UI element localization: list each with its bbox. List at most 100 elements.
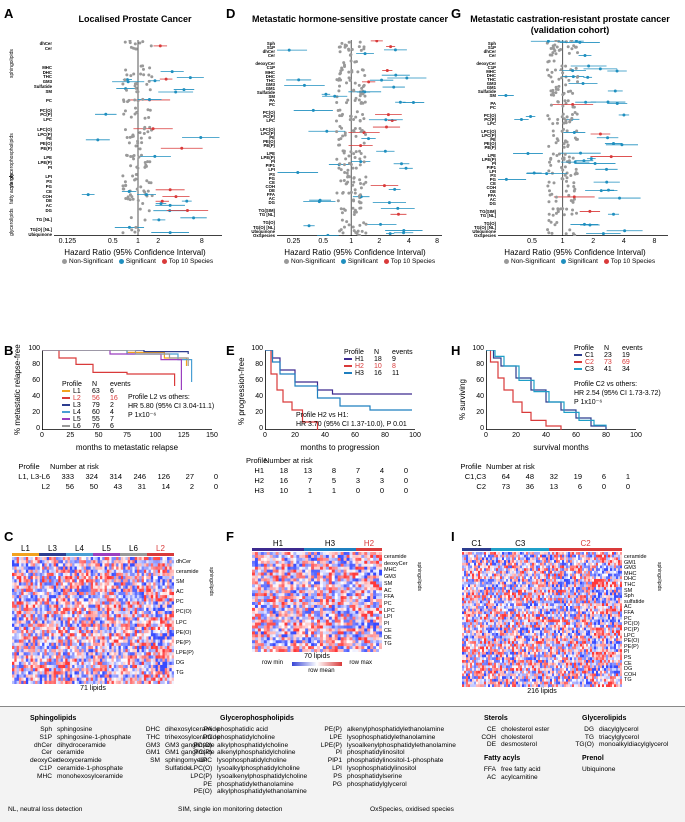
heatmap-cell <box>105 655 108 658</box>
heatmap-cell <box>314 608 317 611</box>
heatmap-cell <box>172 614 174 617</box>
heatmap-cell <box>135 579 138 582</box>
heatmap-cell <box>61 617 64 620</box>
heatmap-cell <box>77 624 80 627</box>
hr-point <box>128 226 131 229</box>
legend-nonsig: Non-Significant <box>69 258 113 265</box>
heatmap-cell <box>308 558 311 561</box>
heatmap-cell <box>98 589 101 592</box>
heatmap-cell <box>267 576 270 579</box>
hr-point <box>343 179 346 182</box>
heatmap-cell <box>84 621 87 624</box>
heatmap-cell <box>172 589 174 592</box>
heatmap-cell <box>68 557 71 560</box>
heatmap-cell <box>79 595 82 598</box>
heatmap-cell <box>100 570 103 573</box>
heatmap-cell <box>162 646 165 649</box>
hr-point <box>137 156 140 159</box>
hr-point <box>326 234 329 236</box>
heatmap-cell <box>347 581 350 584</box>
heatmap-cell <box>167 633 170 636</box>
heatmap-cell <box>158 636 161 639</box>
heatmap-cell <box>19 633 22 636</box>
heatmap-cell <box>335 593 338 596</box>
heatmap-cell <box>98 573 101 576</box>
heatmap-cell <box>74 630 77 633</box>
heatmap-cell <box>44 579 47 582</box>
heatmap-cell <box>352 596 355 599</box>
heatmap-cell <box>299 564 302 567</box>
heatmap-cell <box>118 586 121 589</box>
heatmap-cell <box>261 602 264 605</box>
profile-n: 79 <box>92 402 110 409</box>
heatmap-cell <box>88 608 91 611</box>
heatmap-cell <box>79 678 82 681</box>
heatmap-cell <box>118 662 121 665</box>
heatmap-cell <box>153 678 156 681</box>
heatmap-cell <box>65 605 68 608</box>
heatmap-cell <box>255 608 258 611</box>
heatmap-cell <box>114 563 117 566</box>
heatmap-cell <box>158 570 161 573</box>
heatmap-cell <box>142 570 145 573</box>
heatmap-cell <box>367 581 370 584</box>
heatmap-cell <box>155 560 158 563</box>
heatmap-cell <box>282 558 285 561</box>
heatmap-cell <box>86 652 89 655</box>
heatmap-cell <box>373 611 376 614</box>
heatmap-cell <box>68 573 71 576</box>
heatmap-cell <box>341 573 344 576</box>
hr-point <box>171 70 174 73</box>
hr-point <box>135 173 138 176</box>
hr-point <box>148 66 151 69</box>
heatmap-cell <box>95 573 98 576</box>
hr-point <box>362 117 365 120</box>
hr-point <box>360 130 363 133</box>
heatmap-cell <box>267 561 270 564</box>
heatmap-cell <box>56 598 59 601</box>
risk-value: 314 <box>98 472 122 482</box>
heatmap-cell <box>137 655 140 658</box>
profile-swatch <box>62 425 70 427</box>
heatmap-cell <box>326 602 329 605</box>
heatmap-cell <box>93 605 96 608</box>
heatmap-cell <box>21 586 24 589</box>
heatmap-cell <box>24 563 27 566</box>
heatmap-cell <box>61 665 64 668</box>
hr-point <box>338 85 341 88</box>
heatmap-cell <box>364 593 367 596</box>
heatmap-cell <box>153 617 156 620</box>
heatmap-cell <box>98 649 101 652</box>
heatmap-cell <box>167 662 170 665</box>
heatmap-cell <box>137 586 140 589</box>
heatmap-cell <box>102 624 105 627</box>
x-tick-label: 8 <box>200 238 204 245</box>
heatmap-cell <box>79 633 82 636</box>
heatmap-cell <box>355 573 358 576</box>
heatmap-cell <box>56 608 59 611</box>
heatmap-cell <box>332 581 335 584</box>
heatmap-cell <box>47 582 50 585</box>
heatmap-cell <box>155 570 158 573</box>
heatmap-cell <box>273 561 276 564</box>
heatmap-cell <box>123 655 126 658</box>
heatmap-cell <box>121 636 124 639</box>
heatmap-cell <box>93 681 96 684</box>
heatmap-cell <box>302 608 305 611</box>
heatmap-cell <box>37 570 40 573</box>
km-curve-C2 <box>486 350 561 430</box>
heatmap-cell <box>65 665 68 668</box>
heatmap-cell <box>24 678 27 681</box>
heatmap-cell <box>47 573 50 576</box>
heatmap-cell <box>169 601 172 604</box>
profile-name: L5 <box>73 416 92 423</box>
heatmap-cell <box>167 595 170 598</box>
profile-swatch <box>574 361 582 363</box>
heatmap-cell <box>79 649 82 652</box>
heatmap-cell <box>61 563 64 566</box>
heatmap-cell <box>252 608 255 611</box>
heatmap-cell <box>285 602 288 605</box>
heatmap-cell <box>169 573 172 576</box>
